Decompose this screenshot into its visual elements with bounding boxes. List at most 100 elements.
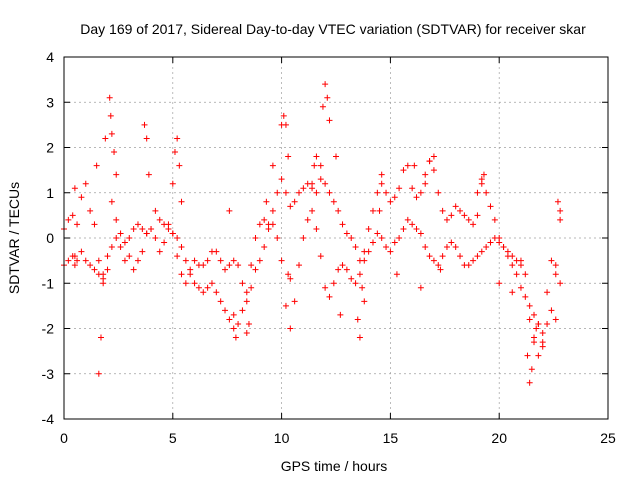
data-point (134, 221, 141, 228)
data-point (448, 239, 455, 246)
data-point (287, 275, 294, 282)
y-tick-label: -1 (42, 275, 55, 291)
data-point (117, 230, 124, 237)
data-point (106, 94, 113, 101)
data-point (169, 230, 176, 237)
data-point (400, 167, 407, 174)
data-point (280, 112, 287, 119)
data-point (285, 153, 292, 160)
y-tick-label: -3 (42, 366, 55, 382)
data-point (317, 253, 324, 260)
data-point (496, 239, 503, 246)
data-point (74, 221, 81, 228)
data-point (539, 330, 546, 337)
data-point (326, 189, 333, 196)
data-point (391, 239, 398, 246)
data-point (343, 230, 350, 237)
data-point (65, 216, 72, 223)
data-point (248, 284, 255, 291)
data-point (104, 253, 111, 260)
data-point (383, 244, 390, 251)
y-axis-label: SDTVAR / TECUs (6, 182, 22, 294)
x-tick-label: 20 (491, 430, 507, 446)
data-point (296, 189, 303, 196)
data-point (269, 162, 276, 169)
data-point (265, 225, 272, 232)
data-point (548, 257, 555, 264)
data-point (239, 280, 246, 287)
data-point (178, 244, 185, 251)
data-point (71, 185, 78, 192)
data-point (263, 198, 270, 205)
data-point (169, 180, 176, 187)
series-trace-upper (61, 158, 564, 337)
data-point (557, 216, 564, 223)
data-point (269, 221, 276, 228)
data-point (539, 339, 546, 346)
data-point (387, 248, 394, 255)
data-point (354, 316, 361, 323)
data-point (217, 298, 224, 305)
y-tick-label: -4 (42, 411, 55, 427)
data-point (74, 257, 81, 264)
data-point (404, 162, 411, 169)
data-point (474, 253, 481, 260)
data-point (113, 216, 120, 223)
data-point (544, 289, 551, 296)
data-point (500, 244, 507, 251)
data-point (430, 153, 437, 160)
data-point (554, 198, 561, 205)
data-point (548, 307, 555, 314)
data-point (95, 271, 102, 278)
data-point (443, 244, 450, 251)
data-point (107, 112, 114, 119)
data-point (108, 198, 115, 205)
data-point (91, 266, 98, 273)
data-point (330, 280, 337, 287)
data-point (226, 262, 233, 269)
data-point (348, 275, 355, 282)
data-points (61, 81, 564, 386)
data-point (376, 207, 383, 214)
data-point (396, 235, 403, 241)
data-point (285, 271, 292, 278)
data-point (217, 257, 224, 264)
data-point (526, 302, 533, 309)
data-point (171, 149, 178, 156)
data-point (130, 266, 137, 273)
data-point (261, 216, 268, 223)
data-point (148, 225, 155, 232)
data-point (121, 239, 128, 246)
data-point (330, 198, 337, 205)
data-point (391, 194, 398, 201)
data-point (176, 162, 183, 169)
data-point (409, 185, 416, 192)
data-point (145, 171, 152, 178)
data-point (417, 230, 424, 237)
data-point (378, 171, 385, 178)
data-point (309, 207, 316, 214)
data-point (111, 149, 118, 156)
data-point (156, 248, 163, 255)
data-point (230, 325, 237, 332)
data-point (513, 271, 520, 278)
data-point (337, 311, 344, 318)
x-tick-label: 5 (169, 430, 177, 446)
data-point (113, 171, 120, 178)
data-point (71, 262, 78, 269)
data-point (178, 198, 185, 205)
data-point (261, 244, 268, 251)
data-point (232, 334, 239, 341)
data-point (439, 253, 446, 260)
data-point (461, 212, 468, 219)
data-point (243, 330, 250, 337)
data-point (374, 230, 381, 237)
data-point (78, 194, 85, 201)
data-point (139, 225, 146, 232)
data-point (322, 81, 329, 88)
data-point (204, 284, 211, 291)
data-point (430, 167, 437, 174)
data-point (426, 253, 433, 260)
data-point (335, 266, 342, 273)
data-point (417, 284, 424, 291)
